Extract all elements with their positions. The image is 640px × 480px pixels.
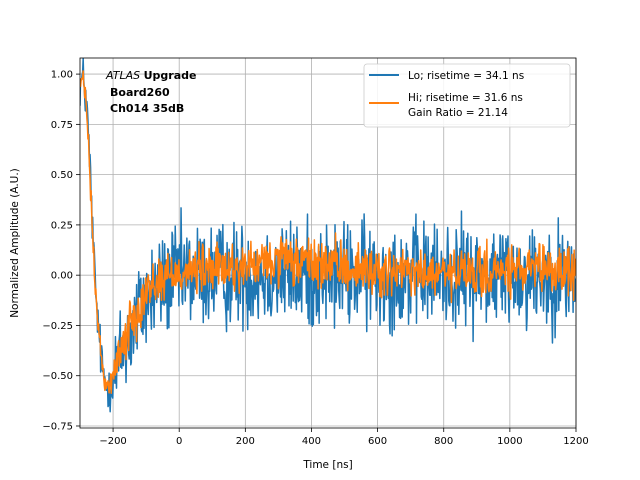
x-tick-label: 200: [236, 436, 255, 447]
y-tick-label: −0.75: [42, 421, 73, 432]
x-tick-label: 400: [302, 436, 321, 447]
atlas-annotation-channel: Ch014 35dB: [110, 102, 184, 115]
plot-frame: [79, 57, 577, 429]
svg-text:ATLAS Upgrade: ATLAS Upgrade: [105, 69, 196, 82]
ticks: −200 0 200 400 600 800 1000 1200 −0.75 −0.50 −0.25…: [42, 70, 588, 447]
atlas-annotation: ATLAS Upgrade Board260 Ch014 35dB: [105, 69, 196, 115]
x-tick-label: 0: [176, 436, 182, 447]
atlas-annotation-bold: Upgrade: [144, 69, 197, 82]
series-line-lo: [80, 58, 576, 413]
y-tick-label: −0.50: [42, 371, 73, 382]
x-axis-label: Time [ns]: [302, 459, 352, 471]
y-tick-label: 0.75: [51, 120, 73, 131]
x-tick-label: −200: [99, 436, 126, 447]
legend-label-hi-line1: Hi; risetime = 31.6 ns: [408, 92, 523, 104]
legend: Lo; risetime = 34.1 ns Hi; risetime = 31…: [363, 63, 571, 128]
y-tick-label: 0.00: [51, 271, 73, 282]
y-tick-label: 0.50: [51, 170, 73, 181]
y-tick-label: 0.25: [51, 220, 73, 231]
series-line-hi: [80, 70, 576, 395]
x-tick-label: 600: [368, 436, 387, 447]
atlas-annotation-italic: ATLAS: [105, 69, 140, 82]
x-tick-label: 1200: [563, 436, 588, 447]
legend-box: [363, 63, 571, 128]
legend-label-lo: Lo; risetime = 34.1 ns: [408, 70, 524, 82]
legend-label-hi-line2: Gain Ratio = 21.14: [408, 107, 508, 119]
series-layer: [80, 58, 576, 413]
y-tick-label: −0.25: [42, 321, 73, 332]
y-tick-label: 1.00: [51, 70, 73, 81]
x-tick-label: 800: [434, 436, 453, 447]
x-tick-label: 1000: [497, 436, 522, 447]
atlas-annotation-board: Board260: [110, 86, 170, 99]
legend-label-hi: Hi; risetime = 31.6 ns Gain Ratio = 21.1…: [408, 92, 526, 119]
y-axis-label: Normalized Amplitude (A.U.): [9, 168, 21, 318]
